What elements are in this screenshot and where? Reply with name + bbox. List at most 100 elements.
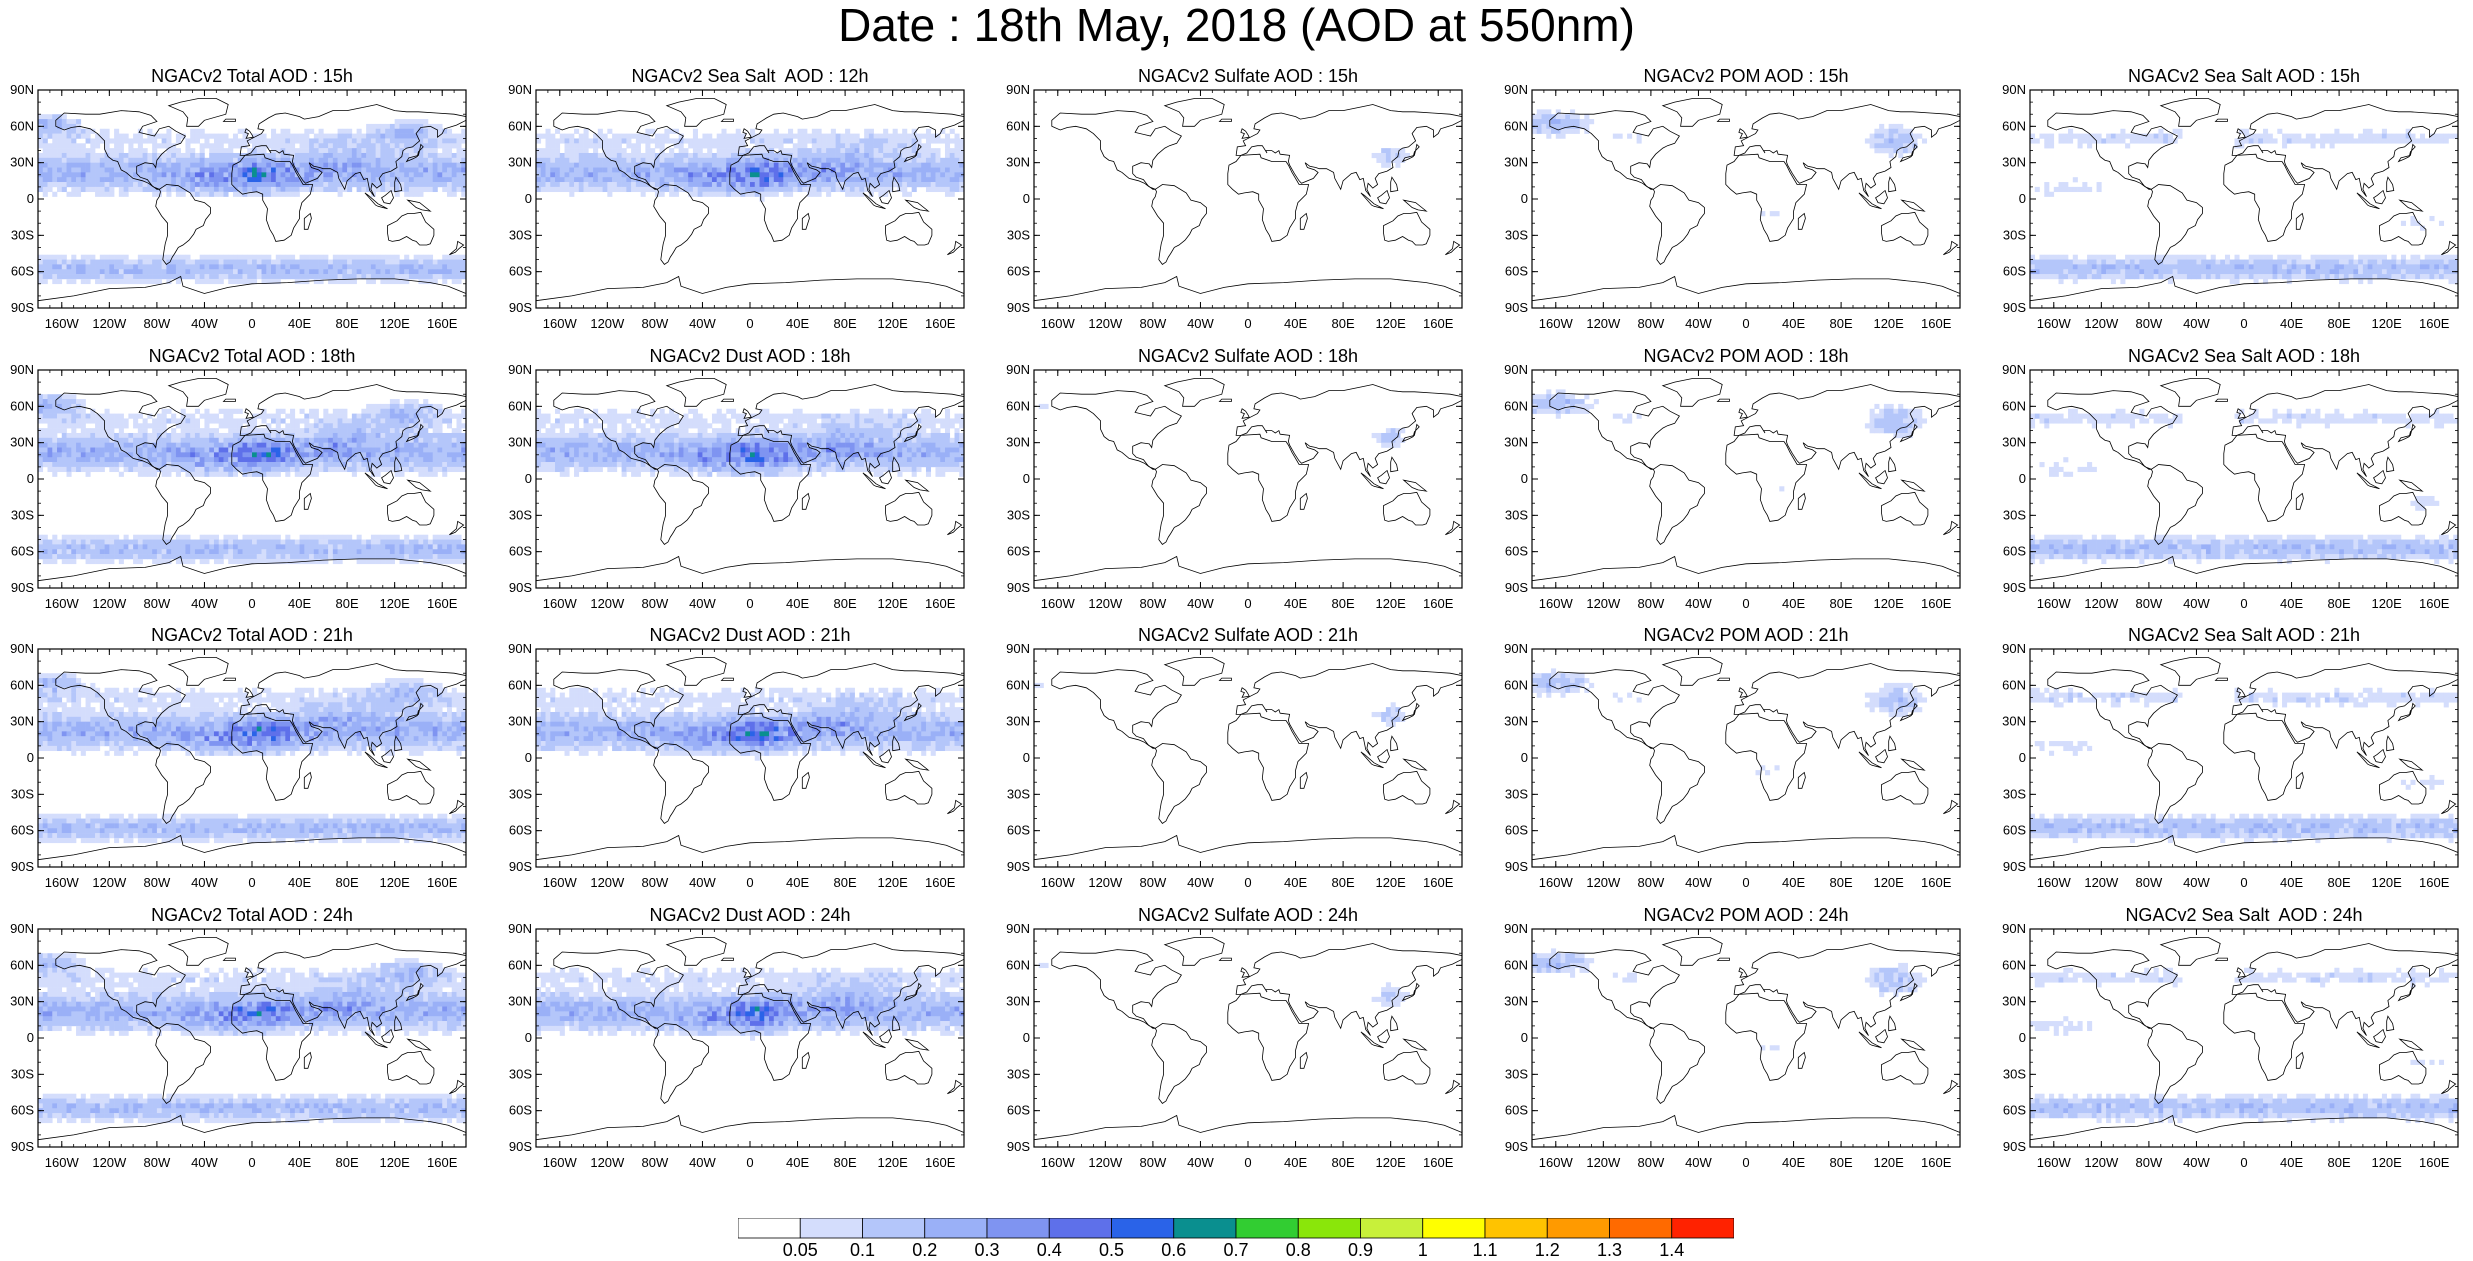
lat-tick-label: 60N xyxy=(10,118,34,133)
lat-tick-label: 60N xyxy=(1504,118,1528,133)
colorbar-swatch xyxy=(1111,1218,1175,1239)
lat-tick-label: 30N xyxy=(1504,155,1528,170)
britain-outline xyxy=(742,967,752,978)
lon-tick-label: 80E xyxy=(336,316,359,331)
australia-outline xyxy=(1383,211,1431,246)
japan-outline xyxy=(1899,143,1918,163)
map-panel: NGACv2 POM AOD : 21h 90N 60N 30N 0 30S 60S 90S 1… xyxy=(1492,624,1992,899)
britain-outline xyxy=(244,967,254,978)
newZealand-outline xyxy=(947,520,963,536)
lon-tick-label: 120E xyxy=(1873,596,1904,611)
iceland-outline xyxy=(1716,398,1730,402)
lat-tick-label: 60S xyxy=(1007,1103,1030,1118)
lat-tick-label: 0 xyxy=(1023,191,1030,206)
coastlines xyxy=(2029,98,2459,302)
lon-tick-label: 0 xyxy=(1244,316,1251,331)
australia-outline xyxy=(1383,491,1431,526)
lon-tick-label: 40E xyxy=(2280,316,2303,331)
lon-tick-label: 80E xyxy=(2328,596,2351,611)
lat-tick-label: 90S xyxy=(509,300,532,315)
lon-tick-label: 80W xyxy=(1140,316,1167,331)
lon-tick-label: 40W xyxy=(2183,596,2210,611)
southAmerica-outline xyxy=(1649,464,1705,545)
northAmerica-outline xyxy=(1051,390,1182,470)
panel-title: NGACv2 POM AOD : 21h xyxy=(1643,625,1849,645)
map-frame xyxy=(1531,89,1961,309)
coastlines xyxy=(535,937,965,1141)
lat-tick-label: 90N xyxy=(1006,641,1030,656)
lon-tick-label: 120W xyxy=(92,596,127,611)
map-plot: 90N 60N 30N 0 30S 60S 90S 160W 120W 80W 40W 0 40E 80E… xyxy=(508,641,965,890)
britain-outline xyxy=(1738,687,1748,698)
colorbar-swatch xyxy=(1609,1218,1673,1239)
lat-tick-label: 90N xyxy=(1006,82,1030,97)
northAmerica-outline xyxy=(55,669,186,749)
lat-tick-label: 60S xyxy=(1505,823,1528,838)
africa-outline xyxy=(1227,433,1310,522)
eurasia-outline xyxy=(239,384,467,477)
lat-tick-label: 60S xyxy=(1007,544,1030,559)
lon-tick-label: 80W xyxy=(2136,316,2163,331)
lon-tick-label: 0 xyxy=(746,875,753,890)
lat-tick-label: 30N xyxy=(10,994,34,1009)
lon-tick-label: 40W xyxy=(191,875,218,890)
greenland-outline xyxy=(1163,378,1225,407)
coastlines xyxy=(37,657,467,861)
lon-tick-label: 40W xyxy=(1187,875,1214,890)
lat-tick-label: 90N xyxy=(1006,362,1030,377)
colorbar-label: 1.3 xyxy=(1597,1240,1622,1258)
greenland-outline xyxy=(167,657,229,686)
lon-tick-label: 80E xyxy=(834,596,857,611)
lon-tick-label: 40W xyxy=(1187,316,1214,331)
lon-tick-label: 160E xyxy=(1423,875,1454,890)
iceland-outline xyxy=(1218,957,1232,961)
lon-tick-label: 80E xyxy=(834,316,857,331)
lon-tick-label: 160E xyxy=(925,1155,956,1170)
australia-outline xyxy=(2379,211,2427,246)
lat-tick-label: 0 xyxy=(1521,750,1528,765)
newZealand-outline xyxy=(449,799,465,815)
lat-tick-label: 90S xyxy=(2003,859,2026,874)
indonesia-outline xyxy=(364,192,388,210)
eurasia-outline xyxy=(1733,384,1961,477)
lat-tick-label: 30S xyxy=(509,507,532,522)
africa-outline xyxy=(2223,712,2306,801)
indonesia-outline xyxy=(1858,192,1882,210)
lon-tick-label: 160W xyxy=(543,1155,578,1170)
antarctica-outline xyxy=(37,555,467,582)
coastlines xyxy=(1531,98,1961,302)
japan-outline xyxy=(2397,143,2416,163)
lat-tick-label: 60S xyxy=(509,823,532,838)
indonesia-outline xyxy=(862,751,886,769)
lon-tick-label: 80E xyxy=(2328,1155,2351,1170)
iceland-outline xyxy=(720,398,734,402)
panel-title: NGACv2 Total AOD : 15h xyxy=(151,66,353,86)
iceland-outline xyxy=(2214,677,2228,681)
lon-tick-label: 40W xyxy=(1685,875,1712,890)
lon-tick-label: 40E xyxy=(288,596,311,611)
lat-tick-label: 60N xyxy=(508,398,532,413)
lon-tick-label: 80E xyxy=(336,1155,359,1170)
lat-tick-label: 60N xyxy=(2002,957,2026,972)
japan-outline xyxy=(1899,702,1918,722)
indonesia-outline xyxy=(2356,472,2380,490)
lat-tick-label: 60S xyxy=(1505,544,1528,559)
lon-tick-label: 0 xyxy=(1244,596,1251,611)
lat-tick-label: 30N xyxy=(508,435,532,450)
iceland-outline xyxy=(222,118,236,122)
lat-tick-label: 90N xyxy=(10,82,34,97)
eurasia-outline xyxy=(1235,384,1463,477)
southAmerica-outline xyxy=(2147,1023,2203,1104)
antarctica-outline xyxy=(1531,1114,1961,1141)
lon-tick-label: 120E xyxy=(877,875,908,890)
lon-tick-label: 40E xyxy=(1284,1155,1307,1170)
newZealand-outline xyxy=(2441,520,2457,536)
australia-outline xyxy=(387,770,435,805)
lat-tick-label: 90S xyxy=(1505,1139,1528,1154)
panel-title: NGACv2 Sulfate AOD : 21h xyxy=(1137,625,1359,645)
lon-tick-label: 80W xyxy=(2136,875,2163,890)
borneo-outline xyxy=(1875,748,1888,764)
lon-tick-label: 0 xyxy=(2240,875,2247,890)
borneo-outline xyxy=(2373,189,2386,205)
greenland-outline xyxy=(665,378,727,407)
